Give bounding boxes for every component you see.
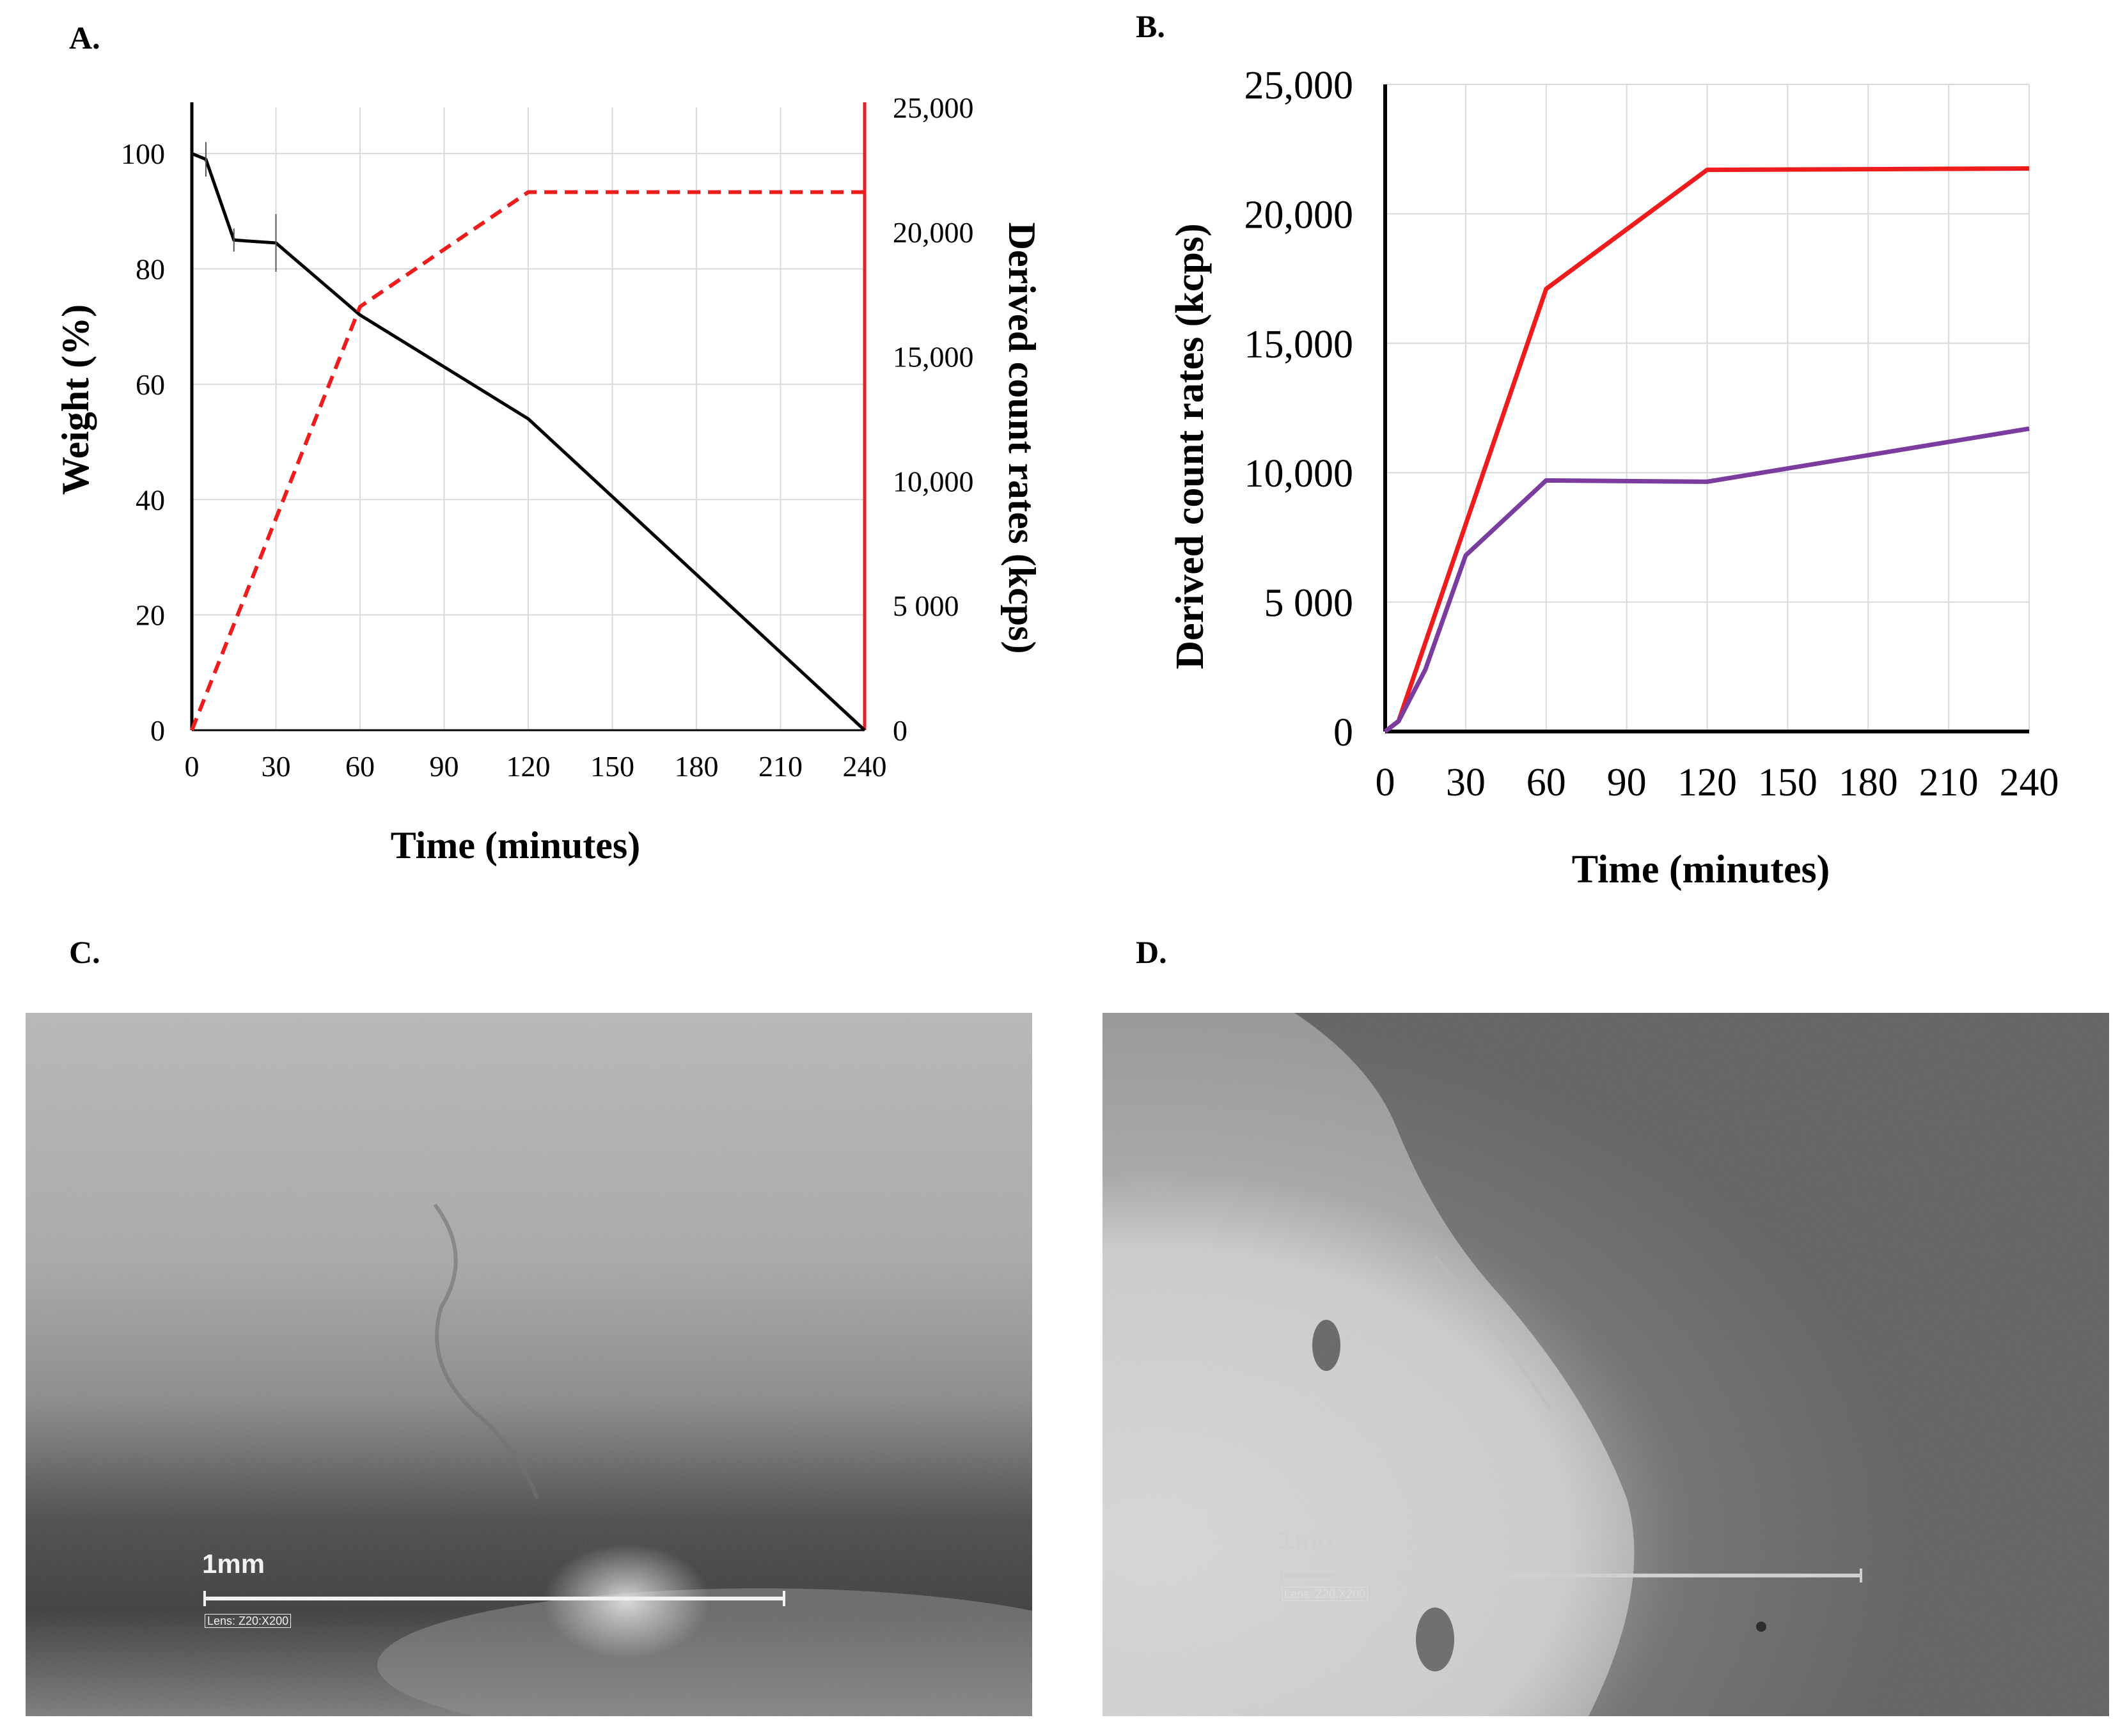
x-tick-label: 30 (262, 750, 291, 783)
y-tick-label: 20 (136, 599, 165, 632)
scale-label-d: 1mm (1279, 1524, 1342, 1554)
y2-tick-label: 20,000 (893, 216, 974, 249)
y2-tick-label: 15,000 (893, 341, 974, 373)
y2-axis-title: Derived count rates (kcps) (1001, 223, 1043, 654)
x-axis-title: Time (minutes) (1572, 848, 1830, 891)
y2-tick-label: 25,000 (893, 91, 974, 124)
y-tick-label: 0 (1333, 711, 1353, 755)
y-tick-label: 60 (136, 368, 165, 401)
panel-label-d: D. (1136, 934, 1167, 970)
y-tick-label: 15,000 (1244, 323, 1354, 366)
lens-label-c: Lens: Z20:X200 (205, 1614, 292, 1628)
y-tick-label: 40 (136, 483, 165, 516)
x-tick-label: 60 (1527, 761, 1566, 804)
y-tick-label: 80 (136, 253, 165, 286)
y-axis-title: Derived count rates (kcps) (1168, 223, 1212, 669)
x-tick-label: 210 (758, 750, 803, 783)
panel-label-a: A. (69, 20, 100, 56)
micrograph-c: 1mm Lens: Z20:X200 (26, 1013, 1032, 1716)
micrograph-c-image (26, 1013, 1032, 1716)
x-tick-label: 120 (1677, 761, 1737, 804)
x-tick-label: 120 (506, 750, 551, 783)
y2-tick-label: 5 000 (893, 590, 959, 622)
x-tick-label: 0 (185, 750, 200, 783)
x-tick-label: 60 (345, 750, 375, 783)
x-tick-label: 180 (1839, 761, 1898, 804)
y-axis-title: Weight (%) (54, 304, 97, 495)
y-tick-label: 20,000 (1244, 193, 1354, 237)
x-tick-label: 90 (1607, 761, 1647, 804)
lens-label-d: Lens: Z20:X200 (1282, 1587, 1369, 1601)
x-tick-label: 90 (430, 750, 459, 783)
y-tick-label: 10,000 (1244, 452, 1354, 496)
x-tick-label: 150 (590, 750, 634, 783)
x-tick-label: 180 (675, 750, 719, 783)
panel-label-b: B. (1136, 8, 1165, 44)
y-tick-label: 25,000 (1244, 64, 1354, 107)
x-tick-label: 150 (1758, 761, 1817, 804)
panel-label-c: C. (69, 934, 100, 970)
chart-b: 0 30 60 90 120 150 180 210 240 0 5 000 10,000 15,000… (1168, 64, 2059, 891)
y-tick-label: 0 (150, 714, 165, 747)
micrograph-d: 1mm Lens: Z20:X200 (1103, 1013, 2109, 1716)
micrograph-d-image (1103, 1013, 2109, 1716)
x-tick-label: 30 (1446, 761, 1486, 804)
y-tick-label: 5 000 (1264, 582, 1354, 625)
y2-tick-label: 10,000 (893, 465, 974, 497)
scale-label-c: 1mm (202, 1549, 265, 1579)
x-tick-label: 240 (843, 750, 887, 783)
x-tick-label: 210 (1919, 761, 1979, 804)
x-axis-title: Time (minutes) (391, 824, 641, 866)
x-tick-label: 240 (2000, 761, 2059, 804)
y2-tick-label: 0 (893, 714, 907, 747)
y-tick-label: 100 (121, 137, 165, 170)
series-count-rate-line (190, 190, 865, 731)
x-tick-label: 0 (1376, 761, 1395, 804)
